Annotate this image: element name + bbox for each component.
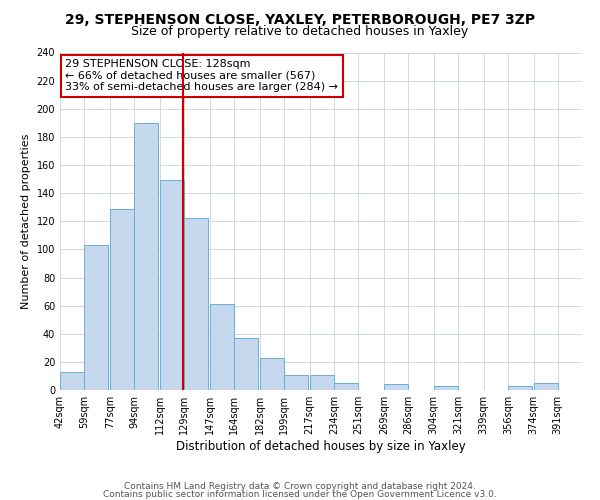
Text: Contains public sector information licensed under the Open Government Licence v3: Contains public sector information licen… bbox=[103, 490, 497, 499]
Bar bbox=[84, 245, 109, 390]
Bar bbox=[284, 374, 308, 390]
Bar bbox=[434, 386, 458, 390]
Bar bbox=[210, 304, 234, 390]
Bar bbox=[508, 386, 532, 390]
Text: 29, STEPHENSON CLOSE, YAXLEY, PETERBOROUGH, PE7 3ZP: 29, STEPHENSON CLOSE, YAXLEY, PETERBOROU… bbox=[65, 12, 535, 26]
Text: 29 STEPHENSON CLOSE: 128sqm
← 66% of detached houses are smaller (567)
33% of se: 29 STEPHENSON CLOSE: 128sqm ← 66% of det… bbox=[65, 59, 338, 92]
Bar bbox=[260, 358, 284, 390]
Bar bbox=[184, 218, 208, 390]
Bar bbox=[60, 372, 84, 390]
Bar bbox=[334, 383, 358, 390]
Bar bbox=[234, 338, 258, 390]
Bar bbox=[533, 383, 558, 390]
Text: Contains HM Land Registry data © Crown copyright and database right 2024.: Contains HM Land Registry data © Crown c… bbox=[124, 482, 476, 491]
Bar bbox=[160, 180, 184, 390]
Bar bbox=[384, 384, 408, 390]
Bar bbox=[134, 123, 158, 390]
Text: Size of property relative to detached houses in Yaxley: Size of property relative to detached ho… bbox=[131, 25, 469, 38]
Y-axis label: Number of detached properties: Number of detached properties bbox=[21, 134, 31, 309]
X-axis label: Distribution of detached houses by size in Yaxley: Distribution of detached houses by size … bbox=[176, 440, 466, 453]
Bar bbox=[310, 374, 334, 390]
Bar bbox=[110, 208, 134, 390]
